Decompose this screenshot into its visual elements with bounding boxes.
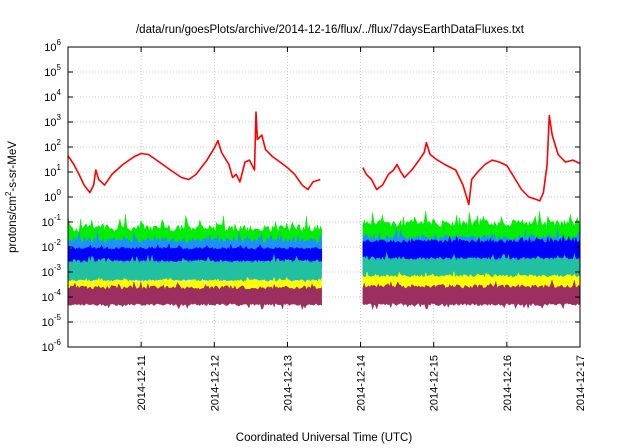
- series-red-line-2: [362, 114, 581, 206]
- y-tick-label-12: 10-6: [42, 338, 62, 354]
- y-tick-label-3: 103: [44, 113, 61, 129]
- y-tick-label-2: 104: [44, 88, 61, 104]
- band-maroon-0: [67, 281, 322, 311]
- x-tick-label-3: 2014-12-14: [356, 355, 368, 411]
- x-tick-label-5: 2014-12-16: [502, 355, 514, 411]
- y-label-post: -s-sr-MeV: [7, 141, 19, 192]
- x-tick-label-1: 2014-12-12: [209, 355, 221, 411]
- flux-bands: [67, 210, 581, 311]
- x-axis: 2014-12-11 2014-12-12 2014-12-13 2014-12-14…: [136, 47, 587, 411]
- x-tick-label-0: 2014-12-11: [136, 355, 148, 410]
- x-tick-label-2: 2014-12-13: [282, 355, 294, 411]
- y-label-sup: 2: [4, 191, 13, 196]
- series-red-line: [67, 111, 321, 194]
- y-label-pre: protons/cm: [7, 196, 19, 253]
- y-tick-label-7: 10-1: [42, 213, 62, 229]
- y-tick-label-8: 10-2: [42, 238, 62, 254]
- chart-title: /data/run/goesPlots/archive/2014-12-16/f…: [136, 24, 525, 36]
- x-tick-label-4: 2014-12-15: [429, 355, 441, 411]
- x-tick-label-6: 2014-12-17: [575, 355, 587, 411]
- y-tick-label-0: 106: [44, 38, 61, 54]
- y-tick-label-9: 10-3: [42, 263, 62, 279]
- y-tick-label-1: 105: [44, 63, 61, 79]
- y-axis: 106 105 104 103 102 101 100 10-1 10-2 10-3 10-4 10-…: [42, 38, 580, 354]
- x-axis-label: Coordinated Universal Time (UTC): [236, 432, 413, 444]
- y-tick-label-6: 100: [44, 188, 61, 204]
- y-tick-label-11: 10-5: [42, 313, 62, 329]
- y-tick-label-10: 10-4: [42, 288, 62, 304]
- y-tick-label-5: 101: [44, 163, 61, 179]
- y-tick-label-4: 102: [44, 138, 61, 154]
- series-maroon-band: [67, 279, 581, 311]
- y-axis-label: protons/cm2-s-sr-MeV: [4, 141, 19, 253]
